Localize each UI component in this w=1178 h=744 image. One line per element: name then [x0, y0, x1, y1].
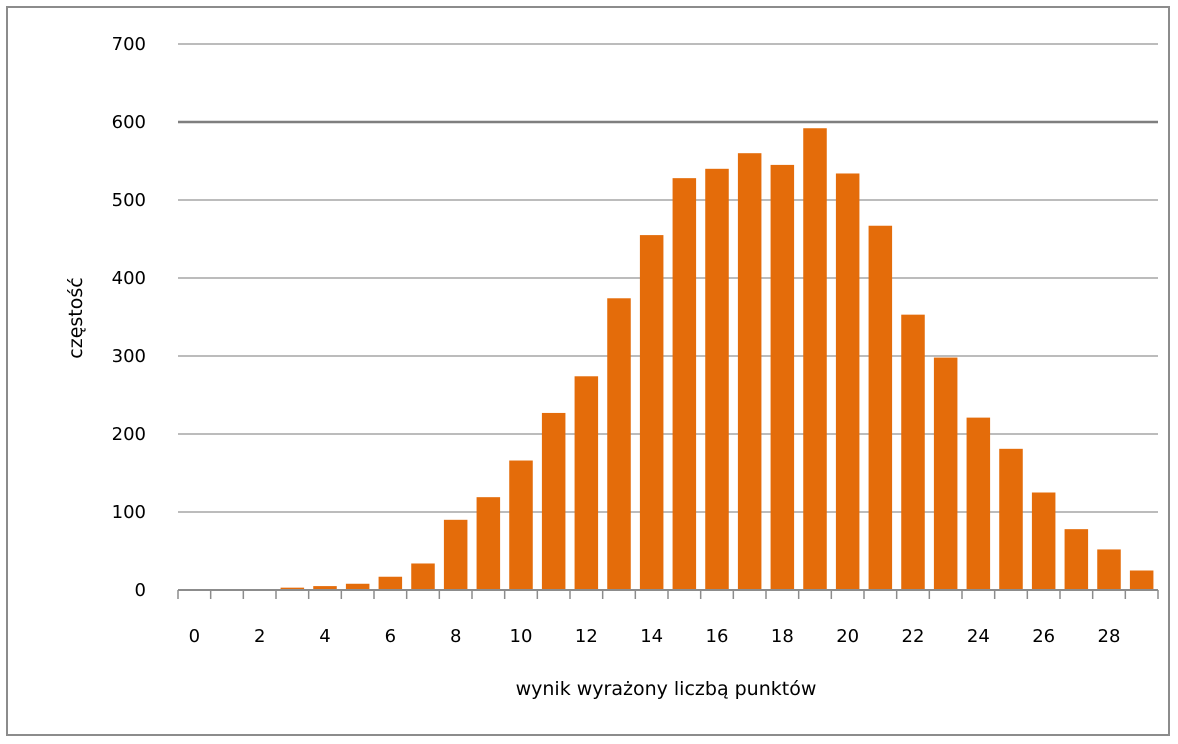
bar-29: [1129, 570, 1154, 590]
gridlines: [178, 43, 1158, 513]
bar-28: [1097, 549, 1121, 590]
bar-20: [835, 173, 860, 591]
bar-13: [607, 298, 631, 590]
x-tick-label: 6: [385, 626, 396, 647]
bar-27: [1064, 529, 1089, 590]
bar-10: [509, 460, 533, 590]
bar-5: [345, 583, 370, 590]
bar-16: [705, 168, 729, 591]
bar-25: [999, 448, 1023, 590]
y-tick-label: 400: [112, 268, 146, 289]
x-tick-label: 0: [189, 626, 200, 647]
x-tick-label: 28: [1098, 626, 1121, 647]
x-tick-label: 4: [319, 626, 330, 647]
y-tick-labels: 0 100 200 300 400 500 600 700: [112, 34, 146, 601]
bar-12: [574, 376, 599, 590]
bar-23: [933, 357, 958, 590]
x-tick-label: 12: [575, 626, 598, 647]
y-tick-label: 100: [112, 502, 146, 523]
x-tick-label: 26: [1032, 626, 1055, 647]
bars: [280, 128, 1154, 591]
x-tick-label: 2: [254, 626, 265, 647]
bar-26: [1031, 492, 1056, 590]
bar-9: [476, 497, 501, 590]
y-axis-title: częstość: [65, 277, 87, 358]
x-tick-label: 18: [771, 626, 794, 647]
y-tick-label: 700: [112, 34, 146, 55]
x-tick-label: 14: [640, 626, 663, 647]
y-tick-label: 600: [112, 112, 146, 133]
x-tick-label: 16: [706, 626, 729, 647]
y-tick-label: 300: [112, 346, 146, 367]
y-tick-label: 500: [112, 190, 146, 211]
x-tick-label: 10: [510, 626, 533, 647]
bar-18: [770, 164, 795, 590]
bar-6: [378, 576, 403, 590]
x-axis-title: wynik wyrażony liczbą punktów: [516, 678, 817, 700]
x-tick-label: 24: [967, 626, 990, 647]
chart-frame: [6, 6, 1170, 736]
bar-8: [443, 519, 468, 590]
x-tick-labels: 0 2 4 6 8 10 12 14 16 18 20 22 24 26 28: [189, 626, 1121, 647]
bar-24: [966, 417, 991, 590]
axes: [177, 589, 1159, 599]
bar-21: [868, 225, 893, 591]
x-tick-label: 20: [836, 626, 859, 647]
bar-4: [313, 586, 337, 590]
x-tick-label: 8: [450, 626, 461, 647]
y-tick-label: 0: [135, 580, 146, 601]
bar-3: [280, 587, 305, 590]
y-tick-label: 200: [112, 424, 146, 445]
bar-19: [803, 128, 827, 591]
bar-11: [541, 412, 566, 590]
bar-14: [639, 235, 664, 590]
bar-17: [737, 153, 762, 590]
x-tick-label: 22: [902, 626, 925, 647]
bar-15: [672, 178, 697, 590]
bar-7: [411, 563, 435, 590]
bar-22: [901, 314, 925, 590]
